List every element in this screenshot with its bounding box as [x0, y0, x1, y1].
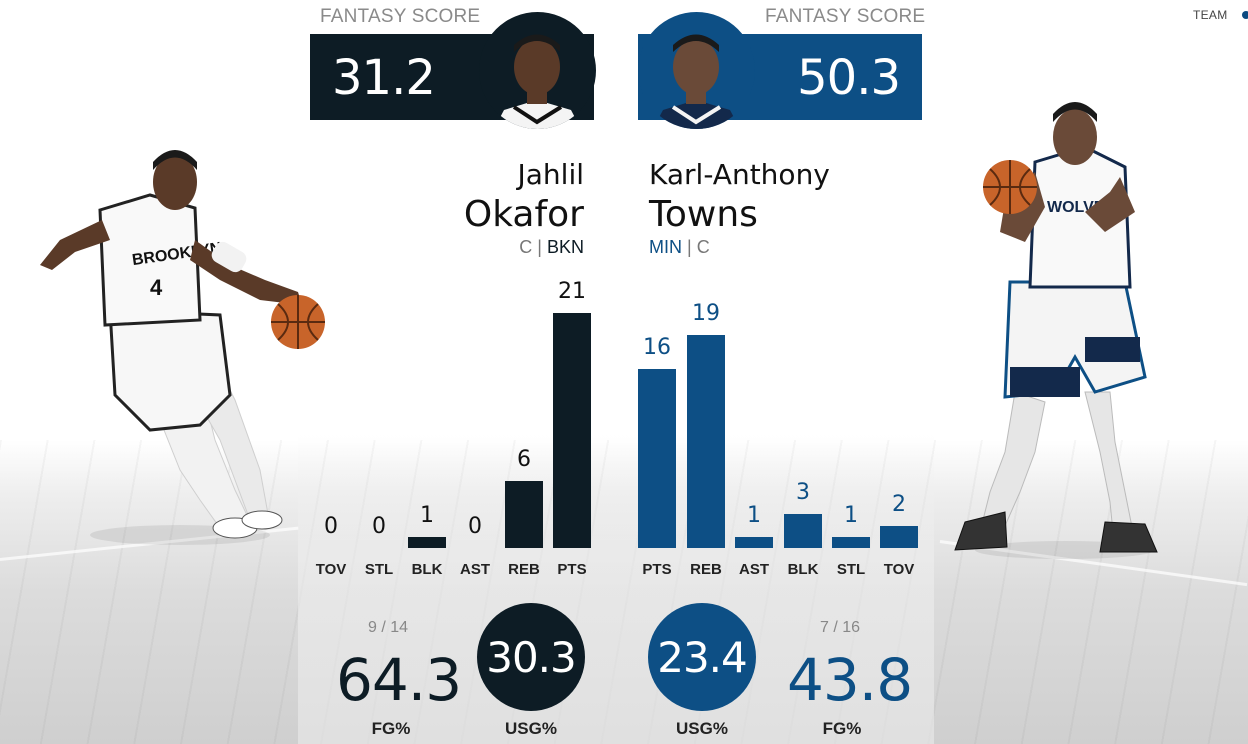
left-bar-value-blk: 1 [420, 502, 434, 528]
right-player-headshot [638, 12, 755, 129]
left-fantasy-score-value: 31.2 [332, 50, 436, 106]
left-bar-label-pts: PTS [557, 561, 587, 578]
right-bar-value-reb: 19 [692, 301, 720, 327]
right-bar-pts [638, 368, 676, 548]
right-bar-value-pts: 16 [643, 334, 671, 360]
right-bar-label-stl: STL [836, 561, 866, 578]
left-player-position: C [519, 237, 533, 257]
team-indicator-icon [1242, 11, 1248, 19]
left-player-meta: C | BKN [519, 237, 584, 258]
right-usg-circle: 23.4 [648, 603, 756, 711]
left-fantasy-score-label: FANTASY SCORE [320, 6, 481, 27]
right-fg-percentage: 43.8 [787, 646, 913, 714]
left-fg-label: FG% [371, 719, 411, 738]
left-bar-label-ast: AST [460, 561, 490, 578]
left-bar-reb [505, 480, 543, 548]
right-player-first-name: Karl-Anthony [649, 158, 830, 191]
left-usg-value: 30.3 [486, 632, 577, 682]
left-player-first-name: Jahlil [517, 158, 585, 191]
left-bar-value-reb: 6 [517, 446, 531, 472]
right-player-action-image: WOLVES [954, 102, 1158, 559]
left-bar-value-tov: 0 [324, 514, 338, 539]
left-bar-label-tov: TOV [315, 561, 347, 578]
left-player-headshot [479, 12, 596, 129]
right-bar-blk [784, 514, 822, 548]
right-usg-label: USG% [676, 719, 728, 738]
left-bar-label-reb: REB [508, 561, 540, 578]
right-bar-value-stl: 1 [844, 502, 858, 528]
left-fg-attempts: 9 / 14 [368, 619, 409, 636]
comparison-panel [298, 0, 934, 744]
right-bar-reb [687, 335, 725, 548]
right-player-position: C [696, 237, 710, 257]
right-fg-label: FG% [822, 719, 862, 738]
right-player-last-name: Towns [649, 194, 758, 235]
left-bar-label-blk: BLK [411, 561, 443, 578]
right-fantasy-score-label: FANTASY SCORE [765, 6, 926, 27]
right-bar-label-reb: REB [690, 561, 722, 578]
right-bar-label-ast: AST [739, 561, 769, 578]
right-fantasy-score-value: 50.3 [797, 50, 901, 106]
right-bar-ast [735, 536, 773, 548]
left-bar-pts [553, 312, 591, 548]
left-player-action-image: BROOKLYN 4 [40, 150, 325, 545]
right-player-separator: | [687, 237, 692, 257]
team-link[interactable]: TEAM [1193, 8, 1228, 22]
right-usg-value: 23.4 [657, 632, 748, 682]
left-player-last-name: Okafor [463, 194, 584, 235]
right-bar-stl [832, 536, 870, 548]
left-bar-label-stl: STL [364, 561, 394, 578]
left-player-team[interactable]: BKN [546, 237, 584, 257]
left-jersey-number: 4 [150, 275, 163, 300]
right-player-meta: MIN | C [649, 237, 710, 258]
left-player-separator: | [537, 237, 542, 257]
left-usg-label: USG% [505, 719, 557, 738]
left-usg-circle: 30.3 [477, 603, 585, 711]
left-fg-percentage: 64.3 [336, 646, 462, 714]
right-bar-label-blk: BLK [787, 561, 819, 578]
left-bar-value-ast: 0 [468, 514, 482, 539]
right-bar-label-pts: PTS [642, 561, 672, 578]
left-bar-value-pts: 21 [558, 278, 586, 304]
right-fg-attempts: 7 / 16 [820, 619, 861, 636]
right-bar-label-tov: TOV [883, 561, 915, 578]
right-player-team[interactable]: MIN [649, 237, 682, 257]
right-bar-value-ast: 1 [747, 502, 761, 528]
right-bar-value-blk: 3 [796, 480, 810, 506]
right-bar-tov [880, 525, 918, 548]
right-bar-value-tov: 2 [892, 491, 906, 517]
left-bar-blk [408, 536, 446, 548]
left-bar-value-stl: 0 [372, 514, 386, 539]
